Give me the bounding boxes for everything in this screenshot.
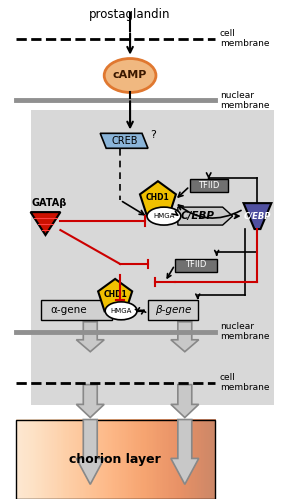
Text: α-gene: α-gene [50, 305, 87, 315]
Bar [16, 420, 215, 500]
Text: TFIID: TFIID [198, 180, 219, 190]
Ellipse shape [105, 302, 137, 320]
Text: TFIID: TFIID [185, 260, 206, 270]
Text: GATAβ: GATAβ [32, 198, 67, 208]
Text: nuclear
membrane: nuclear membrane [220, 322, 269, 342]
Text: prostaglandin: prostaglandin [89, 8, 171, 20]
Polygon shape [171, 322, 199, 352]
Text: nuclear
membrane: nuclear membrane [220, 90, 269, 110]
Polygon shape [244, 203, 271, 229]
Bar [31, 110, 274, 405]
Text: cAMP: cAMP [113, 70, 147, 81]
Bar [190, 179, 228, 192]
Ellipse shape [147, 207, 181, 225]
Text: HMGA: HMGA [110, 308, 132, 314]
Text: chorion layer: chorion layer [69, 453, 161, 466]
Ellipse shape [104, 58, 156, 92]
Text: HMGA: HMGA [153, 213, 175, 219]
Polygon shape [31, 212, 60, 235]
Polygon shape [171, 384, 199, 418]
Text: C/EBP: C/EBP [181, 211, 215, 221]
Text: CHD1: CHD1 [146, 192, 170, 202]
Polygon shape [178, 207, 233, 225]
Text: C/EBP: C/EBP [244, 212, 271, 220]
Polygon shape [76, 322, 104, 352]
Polygon shape [76, 384, 104, 418]
Text: CHD1: CHD1 [103, 290, 127, 300]
Text: cell
membrane: cell membrane [220, 373, 269, 392]
Text: CREB: CREB [112, 136, 138, 146]
Polygon shape [76, 420, 104, 484]
Polygon shape [140, 181, 176, 216]
Bar [148, 300, 198, 320]
Polygon shape [100, 134, 148, 148]
Polygon shape [171, 420, 199, 484]
Text: β-gene: β-gene [155, 305, 191, 315]
Text: ?: ? [150, 130, 156, 140]
Text: cell
membrane: cell membrane [220, 29, 269, 48]
Bar [175, 259, 217, 272]
Bar [40, 300, 112, 320]
Polygon shape [98, 279, 132, 312]
